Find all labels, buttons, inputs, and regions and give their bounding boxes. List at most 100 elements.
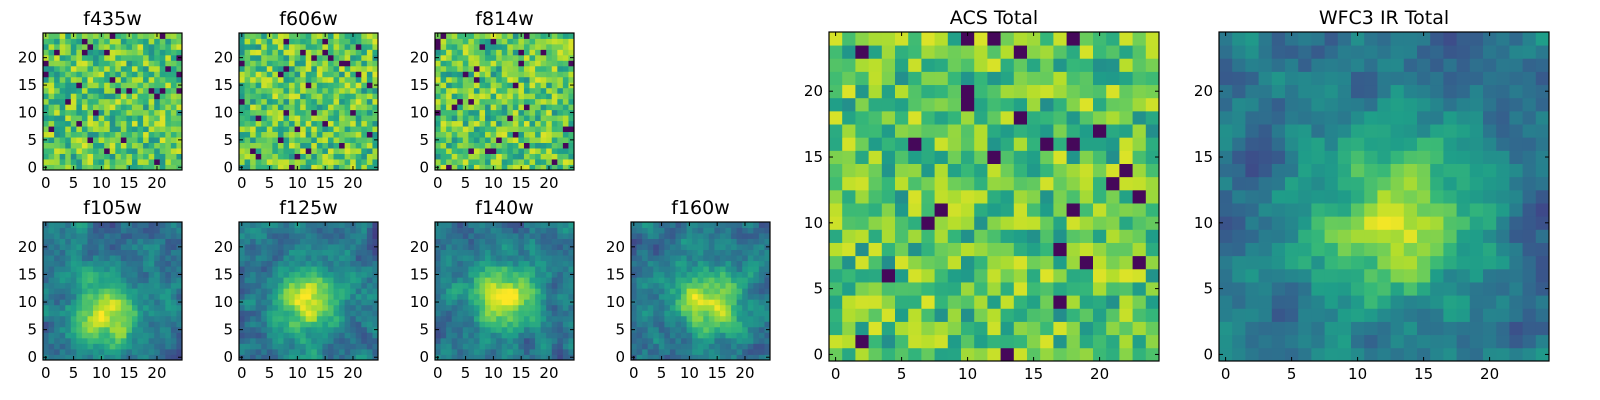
heatmap-cell [647, 244, 654, 250]
heatmap-cell [642, 299, 649, 306]
heatmap-cell [70, 227, 77, 234]
heatmap-cell [753, 249, 760, 256]
heatmap-cell [344, 315, 351, 322]
heatmap-cell [339, 260, 346, 267]
heatmap-cell [725, 244, 732, 250]
heatmap-cell [54, 238, 61, 245]
heatmap-cell [261, 266, 268, 273]
heatmap-cell [462, 288, 469, 295]
axes-frame [238, 221, 379, 361]
heatmap-cell [987, 347, 1001, 362]
heatmap-cell [154, 293, 161, 300]
heatmap-cell [165, 293, 172, 300]
heatmap-cell [490, 43, 497, 50]
heatmap-cell [557, 233, 564, 239]
heatmap-cell [43, 315, 49, 322]
heatmap-cell [462, 271, 469, 278]
heatmap-cell [1013, 321, 1028, 336]
heatmap-cell [1119, 295, 1133, 309]
heatmap-cell [266, 38, 273, 45]
heatmap-cell [289, 115, 295, 122]
heatmap-cell [81, 65, 88, 72]
heatmap-cell [479, 271, 486, 278]
heatmap-cell [546, 153, 553, 160]
heatmap-cell [327, 293, 334, 300]
heatmap-cell [557, 153, 564, 160]
heatmap-cell [87, 337, 94, 344]
heatmap-cell [322, 137, 329, 143]
heatmap-cell [753, 271, 760, 278]
heatmap-cell [170, 354, 177, 361]
heatmap-cell [289, 249, 295, 256]
heatmap-cell [350, 282, 357, 289]
heatmap-cell [921, 189, 935, 204]
heatmap-cell [1040, 216, 1054, 230]
heatmap-cell [631, 315, 637, 322]
heatmap-cell [143, 148, 150, 154]
heatmap-cell [372, 65, 379, 72]
heatmap-cell [255, 109, 262, 116]
heatmap-cell [664, 293, 671, 300]
heatmap-cell [170, 126, 177, 133]
heatmap-cell [277, 321, 284, 328]
heatmap-cell [842, 268, 856, 283]
heatmap-cell [65, 310, 72, 317]
heatmap-cell [523, 332, 530, 339]
heatmap-cell [753, 288, 760, 295]
heatmap-cell [842, 229, 856, 243]
heatmap-cell [272, 288, 279, 295]
heatmap-cell [457, 321, 464, 328]
heatmap-cell [76, 49, 83, 56]
heatmap-cell [76, 115, 83, 122]
heatmap-cell [855, 229, 869, 243]
x-tick-label: 20 [343, 174, 362, 192]
heatmap-cell [327, 60, 334, 67]
heatmap-cell [490, 76, 497, 83]
heatmap-cell [490, 282, 497, 289]
heatmap-cell [742, 288, 749, 295]
heatmap-cell [908, 150, 922, 164]
heatmap-cell [1145, 334, 1160, 349]
heatmap-cell [496, 49, 503, 56]
heatmap-cell [76, 164, 83, 171]
heatmap-cell [868, 242, 883, 257]
heatmap-cell [87, 142, 94, 149]
heatmap-cell [154, 115, 161, 122]
heatmap-cell [361, 282, 368, 289]
heatmap-cell [457, 293, 464, 300]
heatmap-cell [551, 43, 558, 50]
heatmap-cell [250, 131, 257, 138]
y-tick-label: 20 [18, 49, 37, 67]
heatmap-cell [507, 33, 514, 39]
heatmap-cell [736, 321, 743, 328]
heatmap-cell [725, 343, 732, 350]
heatmap-cell [48, 131, 55, 138]
heatmap-cell [170, 304, 177, 311]
heatmap-cell [523, 266, 530, 273]
heatmap-cell [327, 249, 334, 256]
heatmap-cell [557, 299, 564, 306]
heatmap-cell [490, 104, 497, 111]
heatmap-cell [523, 104, 530, 111]
heatmap-cell [272, 282, 279, 289]
heatmap-cell [244, 43, 251, 50]
heatmap-cell [316, 238, 323, 245]
heatmap-cell [435, 43, 441, 50]
heatmap-cell [289, 222, 295, 228]
heatmap-cell [747, 249, 754, 256]
heatmap-cell [148, 137, 155, 143]
heatmap-cell [65, 153, 72, 160]
heatmap-cell [81, 310, 88, 317]
heatmap-cell [462, 299, 469, 306]
heatmap-cell [446, 87, 453, 94]
heatmap-cell [490, 126, 497, 133]
heatmap-cell [143, 137, 150, 143]
heatmap-cell [435, 115, 441, 122]
heatmap-cell [165, 120, 172, 127]
heatmap-cell [908, 216, 922, 230]
heatmap-cell [435, 277, 441, 284]
heatmap-cell [1053, 308, 1067, 322]
heatmap-cell [266, 249, 273, 256]
heatmap-cell [131, 159, 138, 165]
heatmap-cell [277, 131, 284, 138]
